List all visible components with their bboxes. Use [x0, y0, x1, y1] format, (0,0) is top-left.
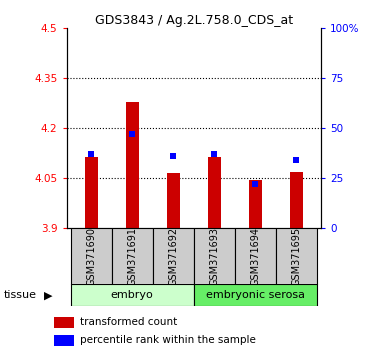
Bar	[194, 284, 317, 306]
Text: GSM371691: GSM371691	[127, 227, 137, 286]
Text: GSM371694: GSM371694	[250, 227, 260, 286]
Text: embryonic serosa: embryonic serosa	[206, 290, 305, 300]
Text: embryo: embryo	[111, 290, 154, 300]
Bar	[194, 228, 235, 285]
Bar	[54, 335, 74, 346]
Text: GSM371695: GSM371695	[291, 227, 301, 286]
Text: tissue: tissue	[4, 290, 37, 300]
Bar	[71, 284, 194, 306]
Text: GSM371692: GSM371692	[168, 227, 178, 286]
Bar	[112, 228, 153, 285]
Text: GSM371690: GSM371690	[86, 227, 96, 286]
Text: GSM371693: GSM371693	[209, 227, 219, 286]
Text: percentile rank within the sample: percentile rank within the sample	[80, 335, 256, 346]
Bar	[54, 317, 74, 328]
Bar	[167, 173, 180, 228]
Bar	[126, 102, 139, 228]
Title: GDS3843 / Ag.2L.758.0_CDS_at: GDS3843 / Ag.2L.758.0_CDS_at	[95, 14, 293, 27]
Bar	[153, 228, 194, 285]
Text: ▶: ▶	[44, 290, 52, 300]
Text: transformed count: transformed count	[80, 318, 177, 327]
Bar	[249, 180, 262, 228]
Bar	[235, 228, 276, 285]
Bar	[290, 172, 303, 228]
Bar	[71, 228, 112, 285]
Bar	[85, 157, 98, 228]
Bar	[208, 157, 221, 228]
Bar	[276, 228, 317, 285]
